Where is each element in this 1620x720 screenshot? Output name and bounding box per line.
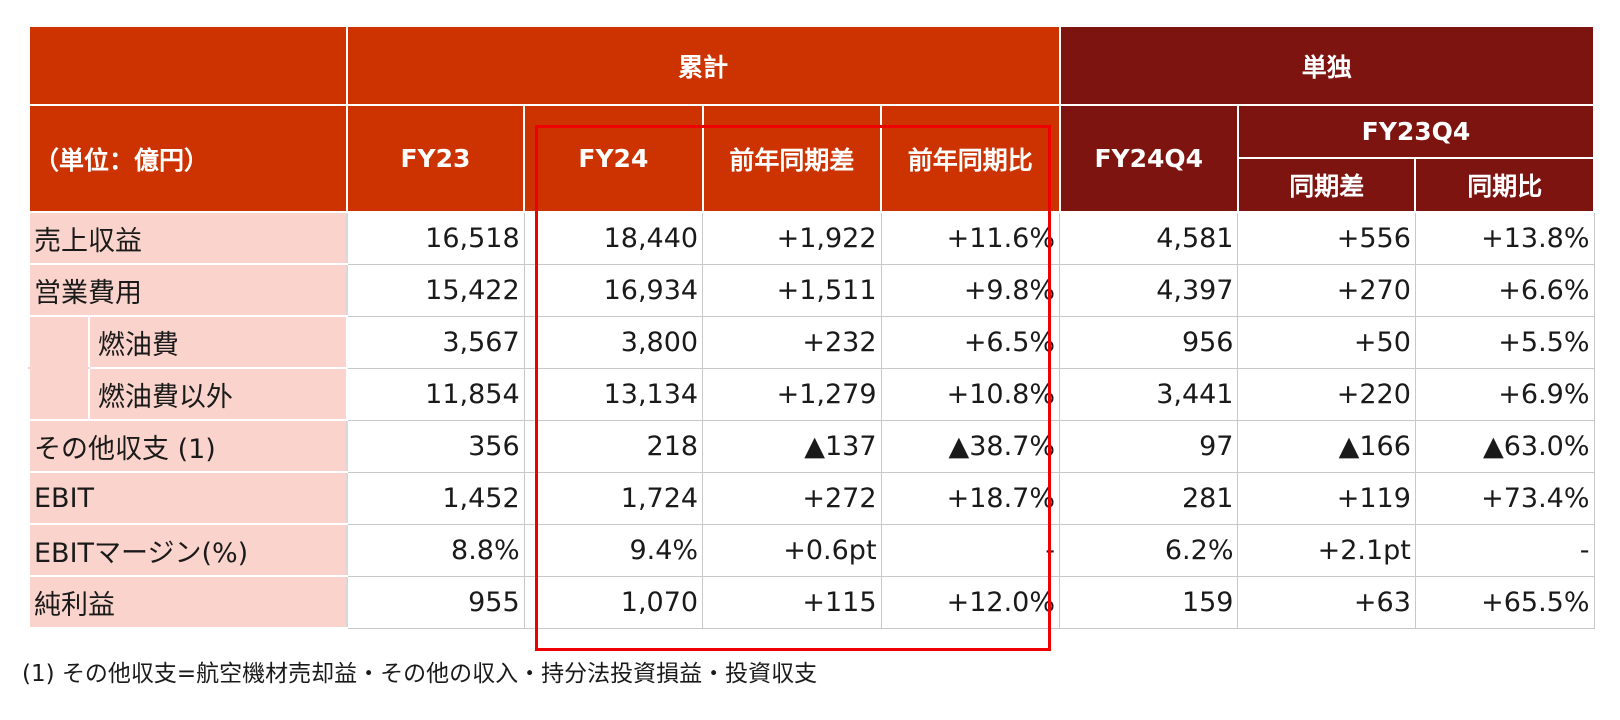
cell-value: +73.4% [1414, 471, 1595, 525]
table-row: EBIT 1,452 1,724 +272 +18.7% 281 +119 +7… [28, 471, 1595, 525]
cell-value: +50 [1237, 315, 1416, 369]
header-blank [28, 25, 348, 106]
header-standalone: 単独 [1058, 25, 1596, 106]
cell-value: - [880, 523, 1061, 577]
cell-value: 97 [1059, 419, 1239, 473]
cell-value: +232 [702, 315, 882, 369]
cell-value: 8.8% [346, 523, 525, 577]
column-subheader-row: 同期差 同期比 [29, 157, 1595, 213]
header-fy24: FY24 [523, 104, 704, 213]
row-label: その他収支 (1) [28, 419, 348, 473]
cell-value: 3,441 [1059, 367, 1239, 421]
header-yoy-ratio: 前年同期比 [880, 104, 1061, 213]
cell-value: 1,724 [523, 471, 704, 525]
cell-value: +6.5% [880, 315, 1061, 369]
cell-value: 4,581 [1059, 211, 1239, 265]
cell-value: 6.2% [1059, 523, 1239, 577]
table-row: 純利益 955 1,070 +115 +12.0% 159 +63 +65.5% [28, 575, 1595, 629]
row-label: 売上収益 [28, 211, 348, 265]
row-label: 純利益 [28, 575, 348, 629]
indent-spacer [28, 315, 90, 369]
cell-value: +18.7% [880, 471, 1061, 525]
header-fy23q4: FY23Q4 [1236, 104, 1596, 159]
table-row: その他収支 (1) 356 218 ▲137 ▲38.7% 97 ▲166 ▲6… [28, 419, 1595, 473]
cell-value: 13,134 [523, 367, 704, 421]
header-fy24q4: FY24Q4 [1058, 104, 1239, 213]
cell-value: 955 [346, 575, 525, 629]
cell-value: +1,511 [702, 263, 882, 317]
cell-value: +556 [1237, 211, 1416, 265]
table-row: 売上収益 16,518 18,440 +1,922 +11.6% 4,581 +… [28, 211, 1595, 265]
cell-value: ▲166 [1237, 419, 1416, 473]
cell-value: 3,800 [523, 315, 704, 369]
cell-value: +1,279 [702, 367, 882, 421]
cell-value: +5.5% [1414, 315, 1595, 369]
cell-value: 4,397 [1059, 263, 1239, 317]
cell-value: 16,518 [346, 211, 525, 265]
header-unit: （単位：億円） [28, 104, 348, 213]
cell-value: +10.8% [880, 367, 1061, 421]
row-label: 営業費用 [28, 263, 348, 317]
financial-results-table: 累計 単独 （単位：億円） FY23 FY24 前年同期差 前年同期比 FY24… [28, 25, 1596, 629]
cell-value: - [1414, 523, 1595, 577]
cell-value: +220 [1237, 367, 1416, 421]
cell-value: ▲63.0% [1414, 419, 1595, 473]
cell-value: +6.9% [1414, 367, 1595, 421]
row-label: EBITマージン(%) [28, 523, 348, 577]
cell-value: 3,567 [346, 315, 525, 369]
cell-value: +272 [702, 471, 882, 525]
cell-value: 9.4% [523, 523, 704, 577]
header-q-diff: 同期差 [1236, 157, 1417, 213]
cell-value: 16,934 [523, 263, 704, 317]
cell-value: 15,422 [346, 263, 525, 317]
header-q-ratio: 同期比 [1414, 157, 1595, 213]
row-label: 燃油費 [87, 315, 348, 369]
row-label: EBIT [28, 471, 348, 525]
cell-value: +11.6% [880, 211, 1061, 265]
column-header-row: （単位：億円） FY23 FY24 前年同期差 前年同期比 FY24Q4 FY2… [28, 104, 1596, 213]
cell-value: +9.8% [880, 263, 1061, 317]
cell-value: +270 [1237, 263, 1416, 317]
group-header-row: 累計 単独 [28, 25, 1596, 106]
table-row: 営業費用 15,422 16,934 +1,511 +9.8% 4,397 +2… [28, 263, 1595, 317]
cell-value: 1,452 [346, 471, 525, 525]
row-label: 燃油費以外 [87, 367, 348, 421]
table-row: 燃油費以外 11,854 13,134 +1,279 +10.8% 3,441 … [28, 367, 1595, 421]
cell-value: +1,922 [702, 211, 882, 265]
cell-value: +6.6% [1414, 263, 1595, 317]
header-cumulative: 累計 [345, 25, 1061, 106]
cell-value: +2.1pt [1237, 523, 1416, 577]
cell-value: +65.5% [1414, 575, 1595, 629]
cell-value: 18,440 [523, 211, 704, 265]
financial-table-container: 累計 単独 （単位：億円） FY23 FY24 前年同期差 前年同期比 FY24… [28, 25, 1596, 651]
cell-value: 11,854 [346, 367, 525, 421]
cell-value: 218 [523, 419, 704, 473]
cell-value: +13.8% [1414, 211, 1595, 265]
cell-value: +63 [1237, 575, 1416, 629]
cell-value: +0.6pt [702, 523, 882, 577]
cell-value: 956 [1059, 315, 1239, 369]
cell-value: ▲137 [702, 419, 882, 473]
indent-spacer [28, 367, 90, 421]
cell-value: +12.0% [880, 575, 1061, 629]
cell-value: +115 [702, 575, 882, 629]
footnote: (1) その他収支=航空機材売却益・その他の収入・持分法投資損益・投資収支 [22, 661, 818, 687]
cell-value: +119 [1237, 471, 1416, 525]
cell-value: 159 [1059, 575, 1239, 629]
header-yoy-diff: 前年同期差 [701, 104, 883, 213]
table-row: 燃油費 3,567 3,800 +232 +6.5% 956 +50 +5.5% [28, 315, 1595, 369]
cell-value: ▲38.7% [880, 419, 1061, 473]
table-row: EBITマージン(%) 8.8% 9.4% +0.6pt - 6.2% +2.1… [28, 523, 1595, 577]
cell-value: 356 [346, 419, 525, 473]
header-fy23: FY23 [345, 104, 526, 213]
cell-value: 1,070 [523, 575, 704, 629]
cell-value: 281 [1059, 471, 1239, 525]
